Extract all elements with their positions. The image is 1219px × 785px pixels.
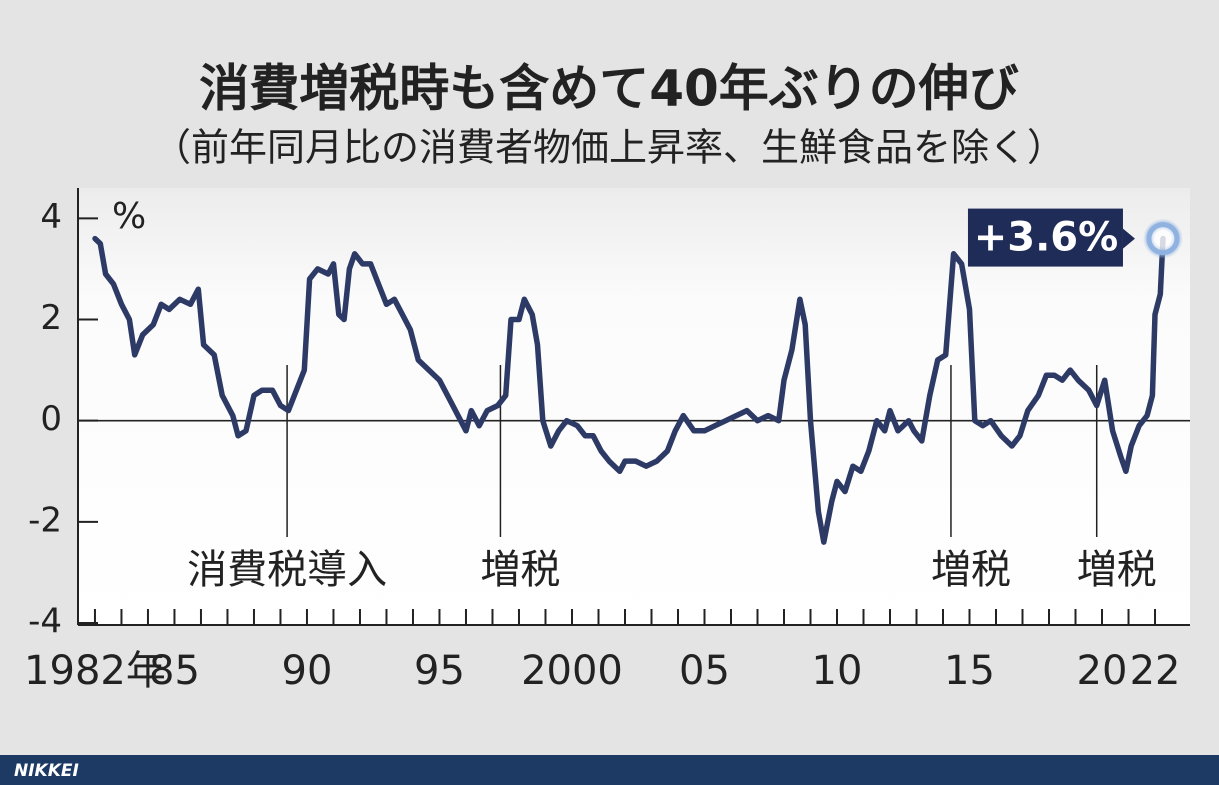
x-tick-label: 22: [1130, 648, 1181, 694]
series-line: [92, 235, 1166, 545]
callout-pointer: [1122, 228, 1135, 249]
x-tick-label: 20: [1077, 648, 1128, 694]
footer-brand: NIKKEI: [14, 761, 79, 781]
chart-title: 消費増税時も含めて40年ぶりの伸び: [199, 60, 1019, 118]
y-tick-label: 4: [40, 197, 62, 237]
x-tick-label: 15: [944, 648, 995, 694]
annotation-label: 消費税導入: [187, 547, 387, 593]
y-unit: %: [112, 196, 146, 237]
y-tick-label: 2: [40, 298, 62, 338]
annotation-label: 増税: [1077, 547, 1157, 593]
annotation-label: 増税: [931, 547, 1011, 593]
x-tick-label: 95: [414, 648, 465, 694]
x-tick-label: 2000: [521, 648, 623, 694]
callout-label: +3.6%: [974, 215, 1118, 261]
x-tick-label: 85: [149, 648, 200, 694]
end-point-ring: [1146, 222, 1180, 256]
y-tick-label: 0: [40, 399, 62, 439]
x-tick-label: 90: [282, 648, 333, 694]
footer-bar: [0, 755, 1219, 785]
callout-box: [967, 208, 1123, 267]
chart-subtitle: （前年同月比の消費者物価上昇率、生鮮食品を除く）: [153, 126, 1065, 170]
x-tick-label: 05: [679, 648, 730, 694]
x-tick-label: 1982年: [24, 648, 166, 694]
y-tick-label: -4: [28, 602, 62, 642]
annotation-label: 増税: [480, 547, 560, 593]
y-tick-label: -2: [28, 500, 62, 540]
x-tick-label: 10: [812, 648, 863, 694]
